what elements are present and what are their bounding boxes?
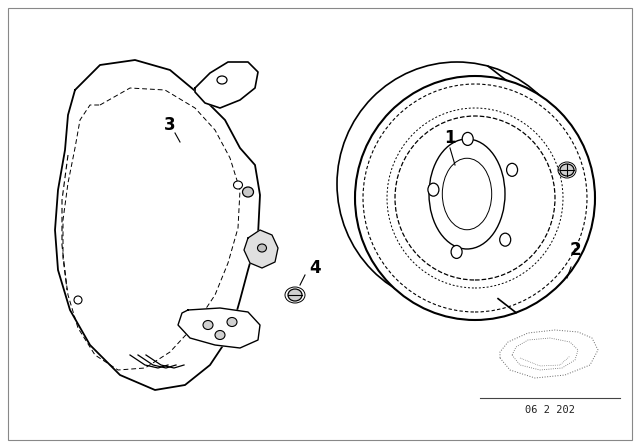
- Text: 1: 1: [444, 129, 456, 147]
- Ellipse shape: [355, 76, 595, 320]
- Text: 4: 4: [309, 259, 321, 277]
- Polygon shape: [195, 62, 258, 108]
- Ellipse shape: [227, 318, 237, 327]
- Ellipse shape: [288, 289, 302, 301]
- Ellipse shape: [234, 181, 243, 189]
- Polygon shape: [244, 230, 278, 268]
- Ellipse shape: [215, 331, 225, 340]
- Ellipse shape: [560, 164, 574, 176]
- Ellipse shape: [257, 244, 266, 252]
- Text: 06 2 202: 06 2 202: [525, 405, 575, 415]
- Ellipse shape: [243, 187, 253, 197]
- Ellipse shape: [451, 246, 462, 258]
- Ellipse shape: [462, 133, 473, 146]
- Ellipse shape: [429, 139, 505, 249]
- Text: 3: 3: [164, 116, 176, 134]
- Ellipse shape: [74, 296, 82, 304]
- Polygon shape: [55, 60, 260, 390]
- Ellipse shape: [217, 76, 227, 84]
- Ellipse shape: [203, 320, 213, 329]
- Ellipse shape: [337, 62, 577, 306]
- Ellipse shape: [428, 183, 439, 196]
- Polygon shape: [178, 308, 260, 348]
- Ellipse shape: [507, 164, 518, 177]
- Text: 2: 2: [569, 241, 581, 259]
- Ellipse shape: [500, 233, 511, 246]
